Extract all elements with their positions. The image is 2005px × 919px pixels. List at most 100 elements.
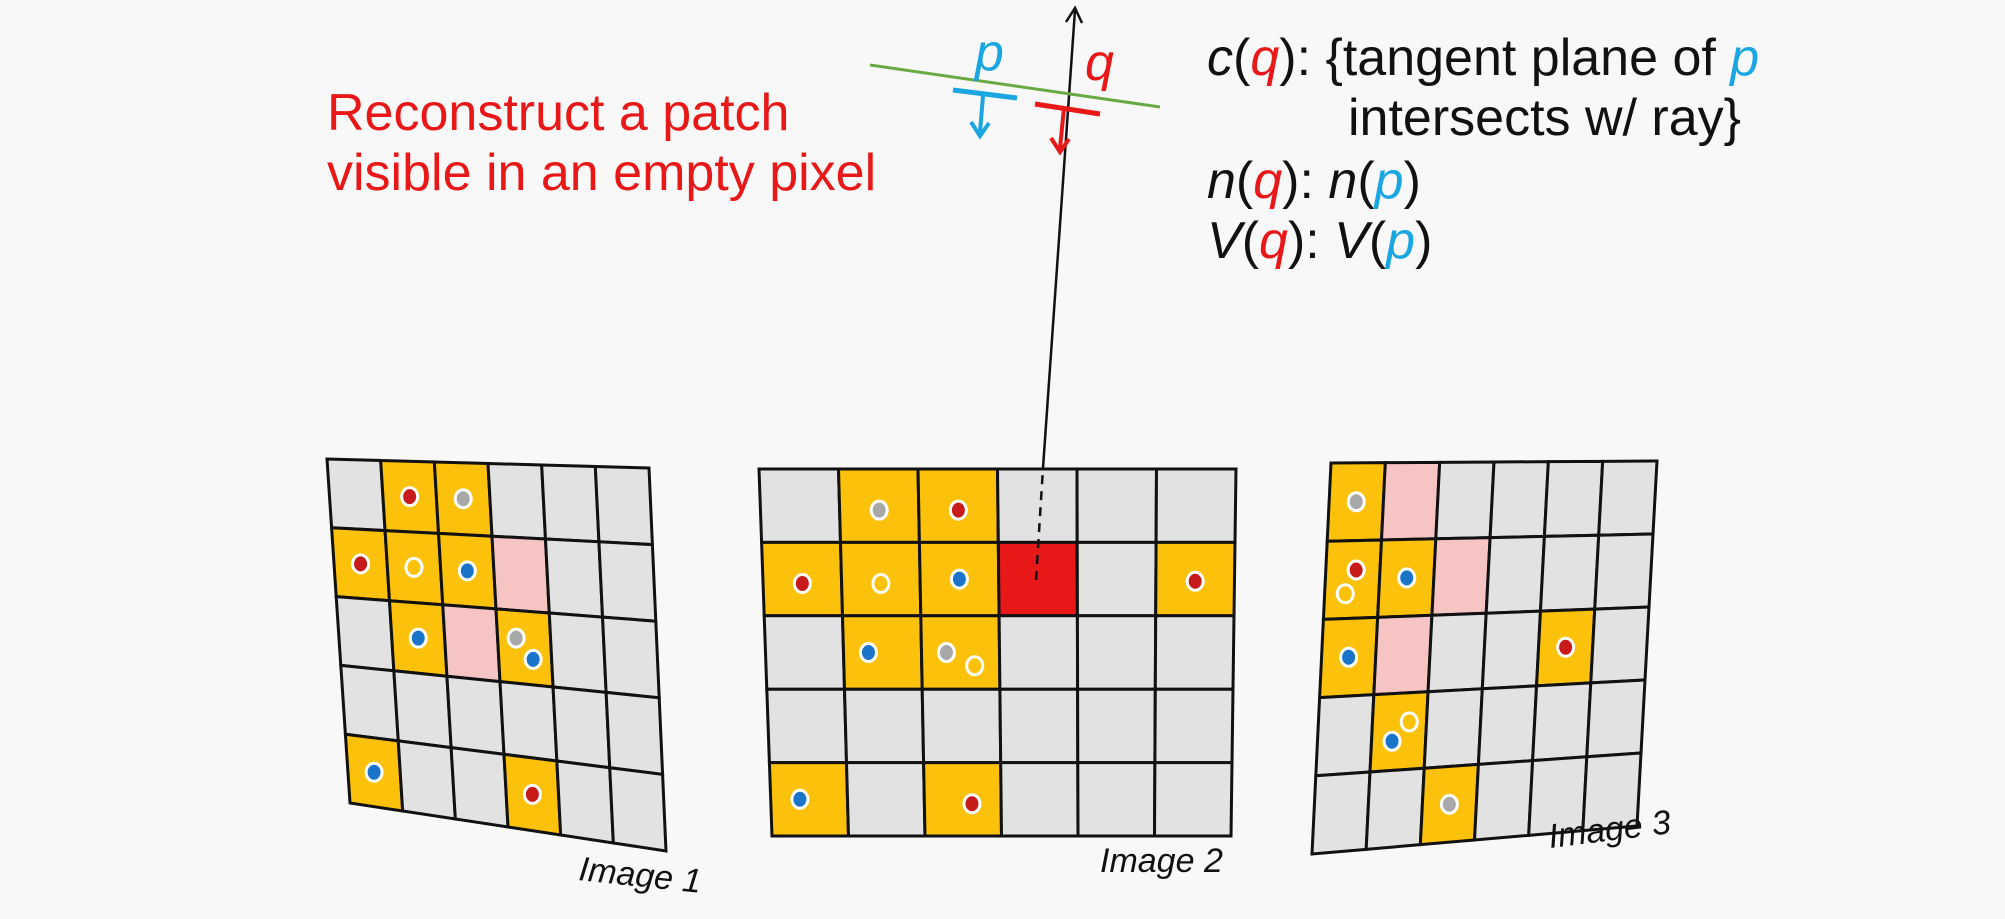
p-symbol: p bbox=[1730, 29, 1760, 87]
patch-q: q bbox=[1034, 34, 1114, 156]
patch-q-normal bbox=[1058, 107, 1066, 149]
patch-dot-blue bbox=[364, 761, 384, 783]
patch-p-plane bbox=[952, 87, 1018, 101]
patch-dot-hollow bbox=[965, 655, 985, 677]
patch-dot-red bbox=[948, 499, 968, 521]
c-symbol: c bbox=[1207, 29, 1233, 87]
grid-cell bbox=[1310, 770, 1372, 856]
grid-cell bbox=[920, 687, 1003, 765]
grid-cell bbox=[494, 607, 555, 689]
patch-q-normal-arrowhead bbox=[1049, 136, 1071, 156]
grid-cell bbox=[1076, 761, 1157, 838]
grid-cell bbox=[1480, 609, 1543, 691]
patch-dot-blue bbox=[1339, 646, 1359, 668]
patch-dot-blue bbox=[523, 648, 543, 670]
grid-cell bbox=[551, 685, 612, 770]
patch-p-normal-arrowhead bbox=[969, 120, 991, 140]
patch-q-plane bbox=[1034, 101, 1101, 117]
patch-dot-hollow bbox=[871, 573, 891, 595]
patch-dot-red bbox=[400, 486, 420, 508]
grid-cell bbox=[498, 679, 559, 763]
grid-cell bbox=[1422, 687, 1484, 770]
grid-cell bbox=[1152, 761, 1234, 838]
patch-dot-blue bbox=[457, 560, 477, 582]
grid-cell bbox=[334, 594, 396, 673]
patch-dot-red bbox=[962, 793, 982, 815]
patch-q-label: q bbox=[1085, 34, 1114, 92]
patch-p-normal bbox=[978, 95, 985, 133]
image-grid-2: Image 2 bbox=[757, 467, 1238, 880]
p-symbol: p bbox=[1386, 212, 1416, 270]
grid-cell bbox=[1314, 693, 1376, 778]
grid-cell bbox=[1434, 460, 1496, 541]
n-symbol: n bbox=[1328, 152, 1358, 210]
grid-cell bbox=[1426, 611, 1488, 694]
grid-cell bbox=[1488, 460, 1550, 540]
close-paren: ) bbox=[1403, 152, 1421, 210]
formula-n: n(q): n(p) bbox=[1207, 155, 1421, 207]
colon-separator: ): bbox=[1287, 212, 1335, 270]
grid-cell bbox=[1364, 766, 1426, 851]
grid-cell bbox=[842, 687, 926, 765]
grid-cell bbox=[1368, 690, 1430, 774]
grid-cell bbox=[392, 669, 453, 750]
grid-cell bbox=[445, 674, 506, 757]
grid-cell bbox=[593, 464, 654, 547]
patch-dot-red bbox=[522, 783, 542, 805]
grid-cell bbox=[762, 614, 847, 691]
patch-dot-hollow bbox=[404, 556, 424, 578]
open-paren: ( bbox=[1235, 152, 1254, 210]
formula-c-line-1: c(q): {tangent plane of p bbox=[1207, 32, 1759, 84]
grid-cell bbox=[1430, 536, 1492, 617]
ray-dashed-segment bbox=[1034, 467, 1045, 581]
grid-cell bbox=[1593, 532, 1655, 611]
headline: Reconstruct a patch visible in an empty … bbox=[327, 84, 876, 204]
open-paren: ( bbox=[1357, 152, 1375, 210]
p-symbol: p bbox=[1374, 152, 1404, 210]
grid-cell bbox=[449, 745, 510, 829]
open-paren: ( bbox=[1241, 212, 1260, 270]
patch-dot-gray bbox=[506, 627, 526, 649]
patch-dot-gray bbox=[1346, 491, 1366, 513]
patch-dot-red bbox=[1346, 559, 1366, 581]
grid-cell bbox=[1075, 614, 1158, 691]
grid-cell bbox=[604, 690, 665, 777]
grid-cell bbox=[547, 611, 608, 695]
patch-dot-blue bbox=[949, 568, 969, 590]
grid-cell bbox=[1153, 687, 1235, 765]
open-paren: ( bbox=[1233, 29, 1251, 87]
grid-cell bbox=[540, 463, 601, 544]
grid-cell bbox=[1379, 460, 1442, 542]
ray-arrow-head bbox=[1064, 5, 1084, 24]
grid-cell bbox=[543, 537, 605, 619]
c-text-2: intersects w/ ray} bbox=[1348, 89, 1742, 147]
q-symbol: q bbox=[1250, 29, 1280, 87]
patch-dot-gray bbox=[936, 642, 956, 663]
V-symbol: V bbox=[1207, 212, 1242, 270]
grid-cell bbox=[1153, 614, 1236, 691]
grid-cell bbox=[995, 467, 1079, 544]
patch-dot-red bbox=[1185, 570, 1205, 592]
patch-dot-hollow bbox=[1335, 583, 1355, 605]
grid-cell bbox=[396, 739, 457, 821]
grid-cell bbox=[1585, 678, 1647, 759]
patch-dot-blue bbox=[858, 642, 878, 663]
patch-dot-blue bbox=[408, 627, 428, 649]
patch-p-label: p bbox=[973, 24, 1004, 82]
grid-cell bbox=[325, 457, 387, 533]
grid-cell bbox=[490, 534, 551, 615]
image-label-1: Image 1 bbox=[577, 850, 703, 901]
patch-p: p bbox=[952, 24, 1018, 140]
c-text-1: ): {tangent plane of bbox=[1279, 29, 1731, 87]
grid-cell bbox=[999, 761, 1080, 838]
empty-pixel-cell bbox=[996, 540, 1079, 618]
grid-cell bbox=[757, 467, 843, 544]
image-grid-3: Image 3 bbox=[1310, 459, 1673, 856]
grid-cell bbox=[1076, 687, 1157, 765]
viewing-ray bbox=[1034, 5, 1084, 581]
grid-cell bbox=[1476, 684, 1539, 767]
n-symbol: n bbox=[1207, 152, 1236, 210]
grid-cell bbox=[919, 614, 1002, 691]
patch-dot-gray bbox=[453, 488, 473, 510]
